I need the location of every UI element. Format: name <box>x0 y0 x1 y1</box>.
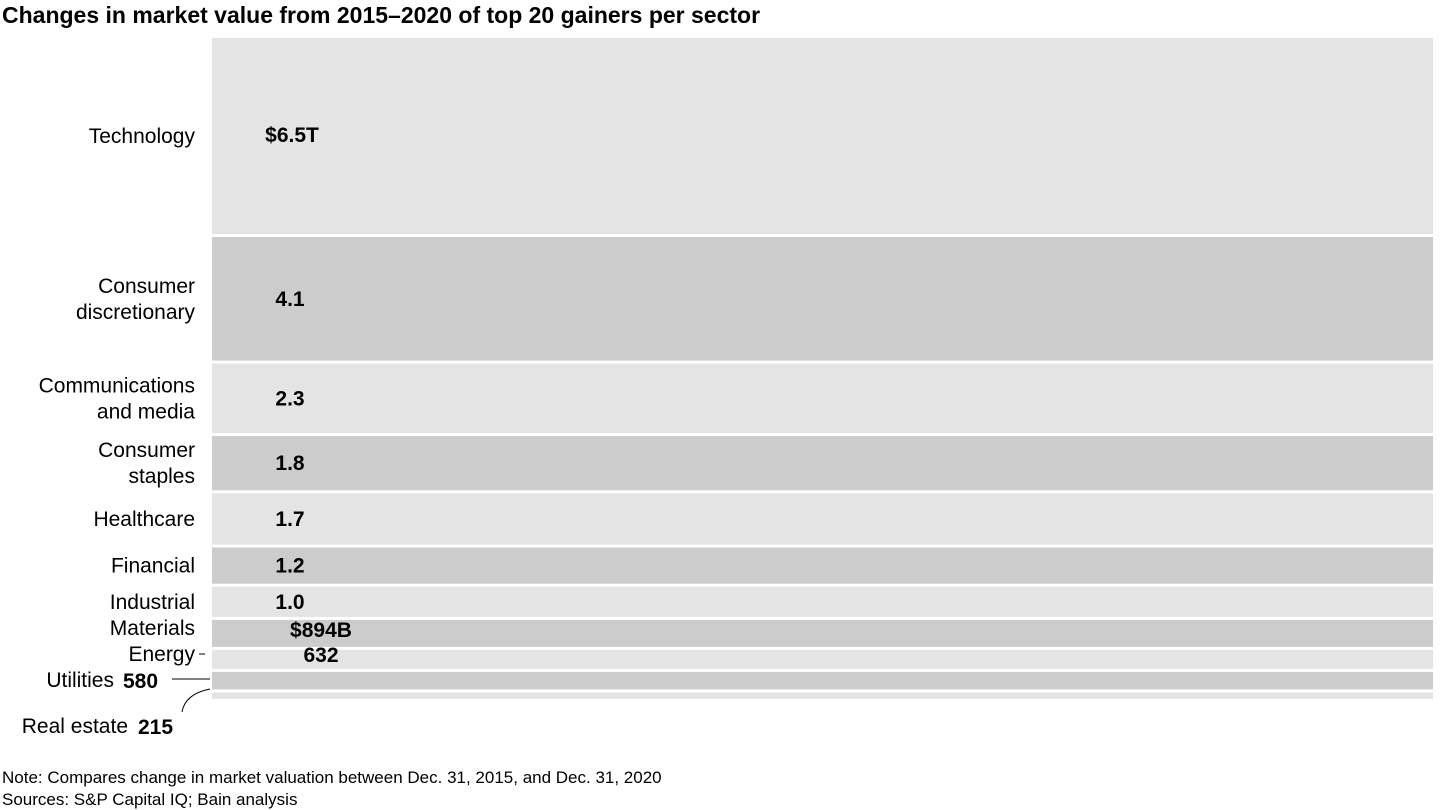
category-label-healthcare: Healthcare <box>93 508 195 531</box>
value-label-communications-and-media: 2.3 <box>275 387 304 410</box>
category-label-consumer-staples-line1: Consumer <box>98 439 195 462</box>
bar-utilities <box>212 671 1433 690</box>
value-label-healthcare: 1.7 <box>275 508 304 531</box>
value-label-consumer-discretionary: 4.1 <box>275 288 305 311</box>
category-label-communications-and-media-line1: Communications <box>39 374 195 397</box>
category-label-consumer-discretionary-line2: discretionary <box>76 301 196 324</box>
chart-title: Changes in market value from 2015–2020 o… <box>2 2 761 28</box>
sources-text: Sources: S&P Capital IQ; Bain analysis <box>2 790 298 809</box>
bar-industrial <box>212 586 1433 617</box>
labels-group: Technology $6.5T Consumer discretionary 4.1 C… <box>22 124 352 739</box>
bar-communications-and-media <box>212 363 1433 433</box>
bar-energy <box>212 649 1433 669</box>
category-label-utilities: Utilities <box>46 669 114 692</box>
bar-healthcare <box>212 493 1433 545</box>
value-label-energy: 632 <box>303 644 338 667</box>
bar-financial <box>212 547 1433 584</box>
category-label-materials: Materials <box>110 617 195 640</box>
bar-technology <box>212 38 1433 234</box>
bar-consumer-discretionary <box>212 237 1433 361</box>
value-label-utilities: 580 <box>123 670 158 693</box>
category-label-energy: Energy <box>128 643 195 666</box>
category-label-industrial: Industrial <box>110 591 195 614</box>
bar-real-estate <box>212 692 1433 699</box>
leader-line-real-estate <box>181 688 211 713</box>
value-label-technology: $6.5T <box>265 124 319 147</box>
value-label-materials: $894B <box>290 619 352 642</box>
note-text: Note: Compares change in market valuatio… <box>2 768 662 787</box>
category-label-communications-and-media-line2: and media <box>97 400 195 423</box>
value-label-financial: 1.2 <box>275 555 304 578</box>
category-label-real-estate: Real estate <box>22 715 128 738</box>
bar-materials <box>212 619 1433 647</box>
value-label-real-estate: 215 <box>138 716 173 739</box>
category-label-consumer-staples-line2: staples <box>128 465 195 488</box>
value-label-industrial: 1.0 <box>275 591 304 614</box>
category-label-technology: Technology <box>89 125 196 148</box>
category-label-financial: Financial <box>111 555 195 578</box>
bars-group <box>212 38 1433 699</box>
bar-consumer-staples <box>212 436 1433 491</box>
category-label-consumer-discretionary-line1: Consumer <box>98 275 195 298</box>
value-label-consumer-staples: 1.8 <box>275 452 305 475</box>
